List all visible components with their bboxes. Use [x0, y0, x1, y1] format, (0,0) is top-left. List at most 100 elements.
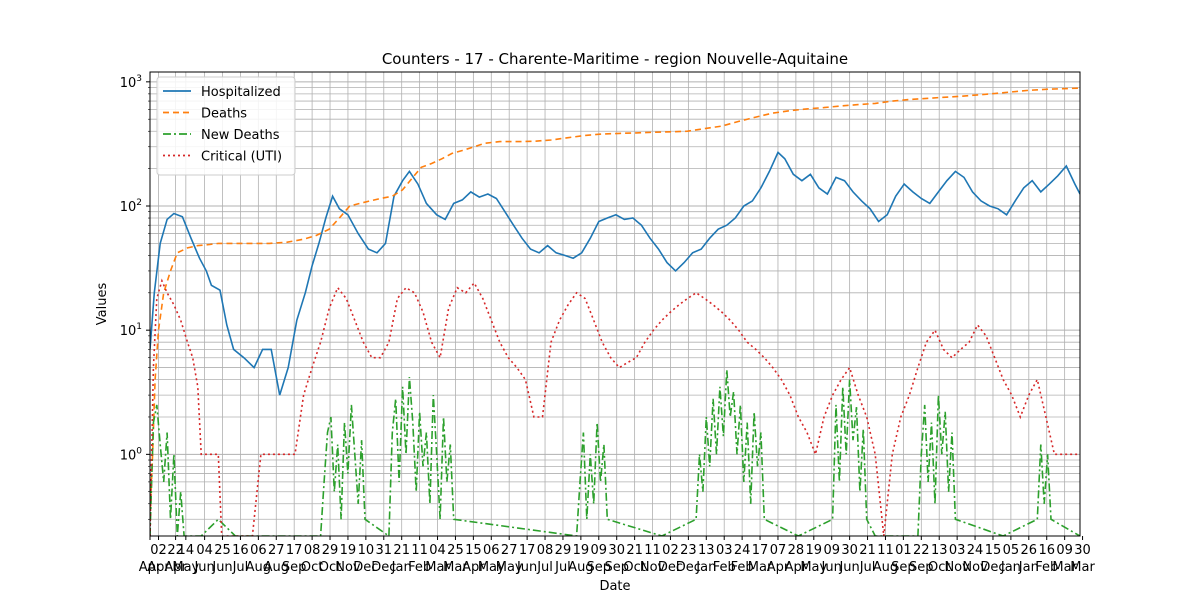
x-axis: Apr02Apr22Apr14May04Jun25Jun16Jul06Aug27… [139, 536, 1095, 575]
x-tick-label-month: Apr [164, 560, 187, 575]
x-tick-label-month: Dec [980, 560, 1005, 575]
x-tick-label-month: Sep [282, 560, 307, 575]
y-axis: 100 101 102 103 [120, 74, 150, 520]
x-tick-label-day: 17 [286, 543, 303, 558]
x-tick-label-month: Jun [821, 560, 842, 575]
y-tick-label: 101 [120, 322, 142, 339]
x-tick-label-day: 21 [859, 543, 876, 558]
x-tick-label-day: 03 [949, 543, 966, 558]
x-tick-label-day: 30 [841, 543, 858, 558]
y-tick-label: 100 [120, 446, 143, 463]
x-tick-label-month: Oct [319, 560, 341, 575]
x-tick-label-day: 09 [823, 543, 840, 558]
series-line-new-deaths [150, 369, 1080, 536]
x-tick-label-month: Jul [859, 560, 876, 575]
x-tick-label-month: Sep [604, 560, 629, 575]
x-tick-label-day: 28 [788, 543, 805, 558]
x-tick-label-month: Aug [568, 560, 593, 575]
x-tick-label-day: 21 [393, 543, 410, 558]
x-tick-label-day: 22 [913, 543, 930, 558]
x-tick-label-day: 27 [268, 543, 285, 558]
x-axis-label: Date [599, 579, 630, 594]
x-tick-label-month: Sep [587, 560, 612, 575]
x-tick-label-day: 15 [985, 543, 1002, 558]
x-tick-label-day: 25 [447, 543, 464, 558]
x-tick-label-month: Nov [640, 560, 666, 575]
x-tick-label-day: 09 [1056, 543, 1073, 558]
x-tick-label-month: Mar [1070, 560, 1095, 575]
x-tick-label-month: Jan [695, 560, 716, 575]
x-tick-label-day: 03 [716, 543, 733, 558]
x-tick-label-month: Jul [232, 560, 249, 575]
x-tick-label-month: Oct [928, 560, 950, 575]
x-tick-label-day: 29 [322, 543, 339, 558]
x-tick-label-month: Mar [425, 560, 450, 575]
x-tick-label-month: Nov [335, 560, 361, 575]
x-tick-label-day: 17 [752, 543, 769, 558]
x-tick-label-month: Dec [676, 560, 701, 575]
x-tick-label-day: 01 [895, 543, 912, 558]
y-tick-label: 103 [120, 74, 142, 91]
x-tick-label-day: 26 [1021, 543, 1038, 558]
x-tick-label-day: 19 [573, 543, 590, 558]
x-tick-label-month: Apr [462, 560, 485, 575]
x-tick-label-month: Jan [391, 560, 412, 575]
x-tick-label-day: 29 [555, 543, 572, 558]
x-tick-label-day: 04 [196, 543, 213, 558]
x-tick-label-day: 11 [877, 543, 894, 558]
x-tick-label-day: 15 [465, 543, 482, 558]
x-tick-label-month: Jun [211, 560, 232, 575]
x-tick-label-month: Jan [1000, 560, 1021, 575]
x-tick-label-month: Oct [301, 560, 323, 575]
x-tick-label-day: 11 [411, 543, 428, 558]
legend-label: Hospitalized [201, 85, 281, 100]
x-tick-label-month: Feb [408, 560, 431, 575]
series-line-critical-uti [150, 278, 1080, 536]
x-tick-label-month: Jul [536, 560, 553, 575]
chart-title: Counters - 17 - Charente-Maritime - regi… [382, 50, 848, 68]
x-tick-label-day: 31 [376, 543, 393, 558]
x-tick-label-day: 30 [1074, 543, 1091, 558]
legend-label: New Deaths [201, 128, 280, 143]
x-tick-label-month: Apr [767, 560, 790, 575]
x-tick-label-month: Jun [193, 560, 214, 575]
x-tick-label-month: Jun [516, 560, 537, 575]
x-tick-label-month: Nov [944, 560, 970, 575]
x-tick-label-month: Aug [873, 560, 898, 575]
x-tick-label-month: Sep [909, 560, 934, 575]
x-tick-label-day: 13 [698, 543, 715, 558]
x-tick-label-month: May [800, 560, 827, 575]
grid [149, 72, 1080, 536]
x-tick-label-day: 07 [770, 543, 787, 558]
x-tick-label-month: Jun [838, 560, 859, 575]
legend-label: Deaths [201, 107, 247, 122]
x-tick-label-month: Aug [264, 560, 289, 575]
x-tick-label-day: 06 [250, 543, 267, 558]
x-tick-label-day: 02 [150, 543, 167, 558]
x-tick-label-day: 04 [429, 543, 446, 558]
x-tick-label-day: 06 [483, 543, 500, 558]
x-tick-label-month: Feb [713, 560, 736, 575]
x-tick-label-month: Feb [731, 560, 754, 575]
x-tick-label-day: 24 [967, 543, 984, 558]
plot-frame [149, 71, 1081, 537]
x-tick-label-month: Aug [246, 560, 271, 575]
series-line-deaths [150, 87, 1080, 520]
x-tick-label-day: 22 [167, 543, 184, 558]
y-tick-label: 102 [120, 198, 142, 215]
x-tick-label-month: Dec [371, 560, 396, 575]
x-tick-label-day: 11 [644, 543, 661, 558]
series-line-hospitalized [150, 151, 1080, 396]
x-tick-label-day: 19 [340, 543, 357, 558]
x-tick-label-month: Dec [658, 560, 683, 575]
legend-box [156, 76, 296, 176]
x-tick-label-month: Dec [353, 560, 378, 575]
x-tick-label-month: May [496, 560, 523, 575]
x-tick-label-month: Apr [785, 560, 808, 575]
x-tick-label-month: Apr [147, 560, 170, 575]
x-tick-label-month: Jan [1018, 560, 1039, 575]
x-tick-label-day: 08 [537, 543, 554, 558]
x-tick-label-month: Mar [1052, 560, 1077, 575]
x-tick-label-month: Mar [443, 560, 468, 575]
